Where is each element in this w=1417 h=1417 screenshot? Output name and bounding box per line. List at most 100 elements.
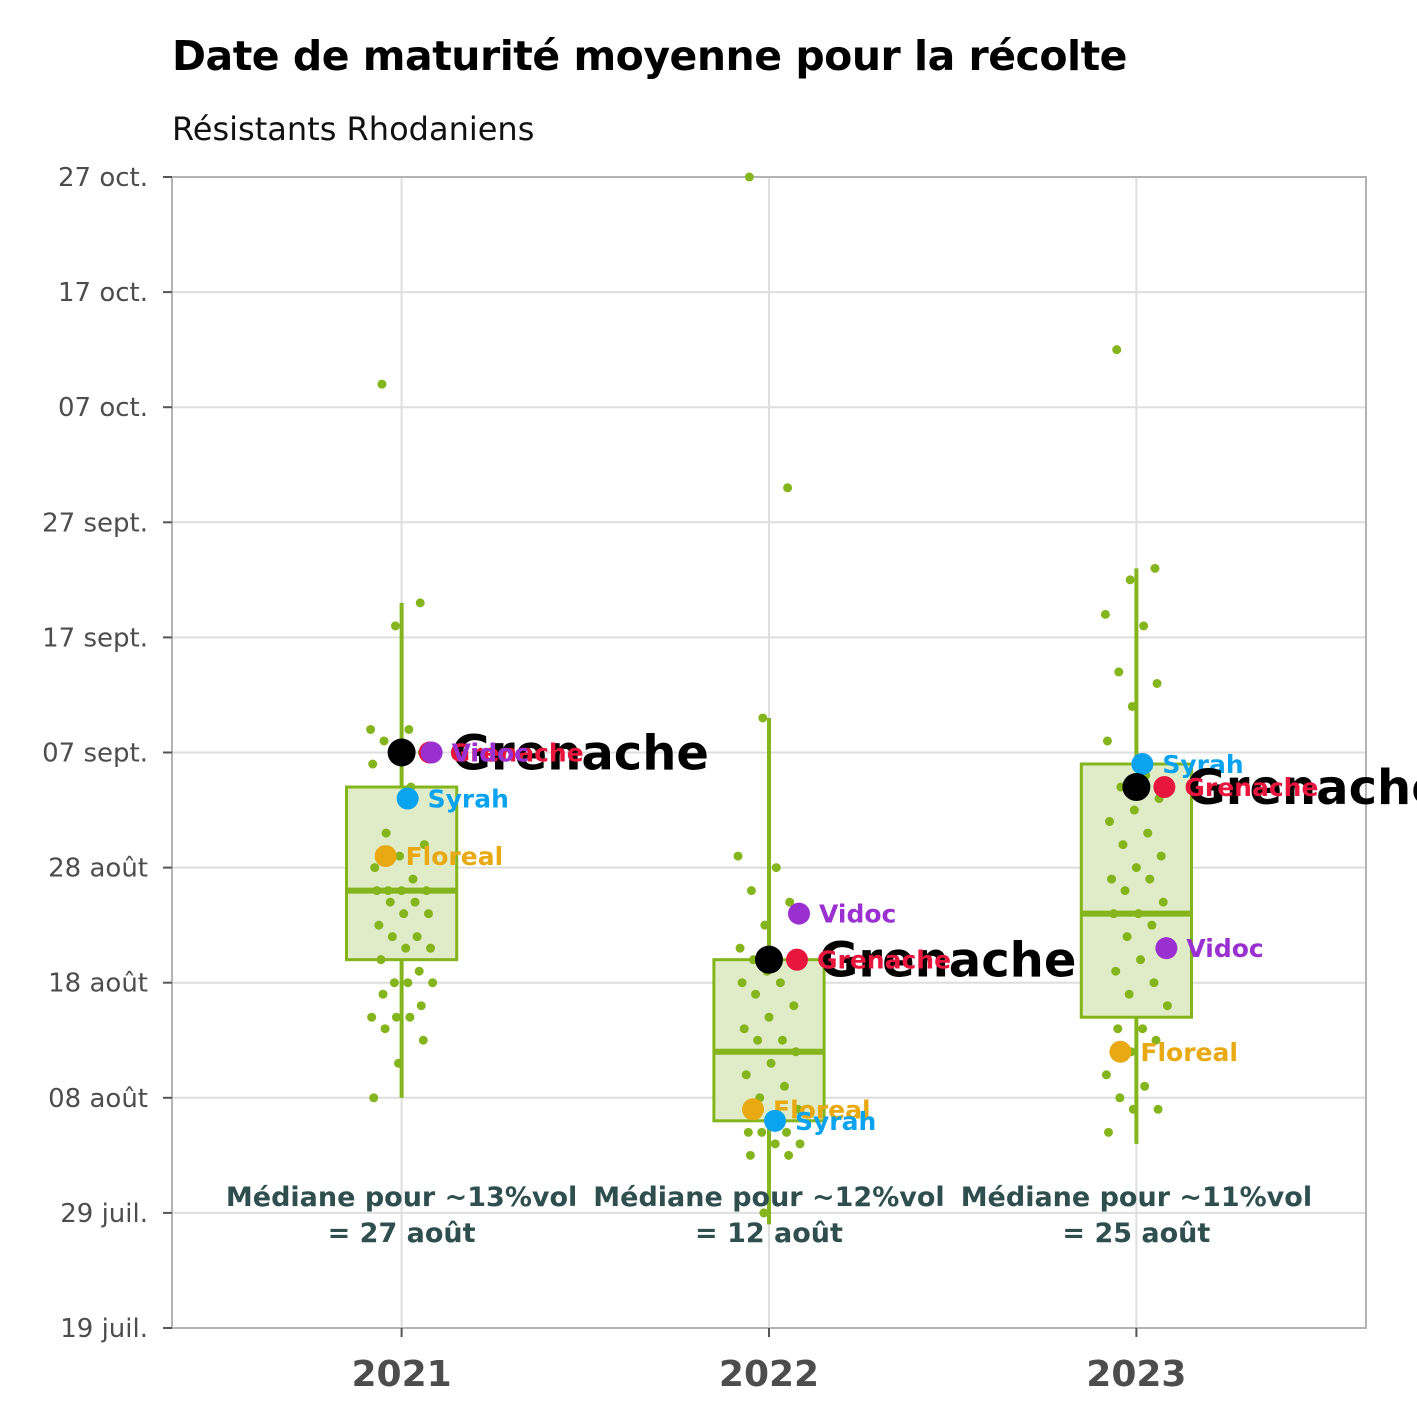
- data-point: [1127, 701, 1137, 711]
- data-point: [1150, 563, 1160, 573]
- variety-label-syrah: Syrah: [1162, 750, 1243, 779]
- data-point: [416, 1001, 426, 1011]
- data-point: [1118, 840, 1128, 850]
- grenache-highlight-point: [755, 945, 783, 974]
- data-point: [1122, 932, 1132, 942]
- grenache-highlight-label: Grenache: [819, 933, 1076, 989]
- data-point: [760, 920, 770, 930]
- variety-point-floreal: [742, 1098, 764, 1121]
- grenache-highlight-point: [387, 738, 416, 767]
- y-tick-label: 17 sept.: [42, 623, 148, 653]
- x-tick-label: 2023: [1086, 1354, 1186, 1395]
- data-point: [366, 724, 376, 734]
- data-point: [412, 932, 422, 942]
- data-point: [780, 1081, 789, 1091]
- data-point: [735, 943, 745, 953]
- data-point: [785, 897, 795, 907]
- data-point: [372, 886, 382, 896]
- data-point: [766, 1058, 776, 1068]
- data-point: [1139, 621, 1149, 631]
- data-point: [1145, 874, 1155, 884]
- data-point: [1111, 966, 1121, 976]
- data-point: [743, 1127, 753, 1137]
- grenache-highlight-label: Grenache: [452, 726, 709, 782]
- data-point: [1113, 1024, 1123, 1034]
- y-tick-label: 08 août: [48, 1084, 148, 1114]
- data-point: [745, 1150, 755, 1160]
- median-note-line2: = 25 août: [1062, 1218, 1210, 1249]
- data-point: [1115, 1093, 1125, 1103]
- data-point: [739, 1024, 749, 1034]
- data-point: [777, 1035, 787, 1045]
- data-point: [391, 1012, 401, 1022]
- data-point: [415, 598, 425, 608]
- y-tick-label: 17 oct.: [58, 278, 148, 308]
- data-point: [376, 955, 386, 965]
- data-point: [397, 886, 407, 896]
- data-point: [385, 897, 395, 907]
- data-point: [414, 966, 424, 976]
- data-point: [1131, 863, 1141, 873]
- y-tick-label: 07 sept.: [42, 739, 148, 769]
- data-point: [741, 1070, 751, 1080]
- data-point: [1125, 575, 1135, 585]
- data-point: [1138, 1024, 1148, 1034]
- data-point: [753, 1035, 763, 1045]
- data-point: [410, 897, 420, 907]
- data-point: [1102, 736, 1112, 746]
- data-point: [394, 1058, 404, 1068]
- data-point: [1149, 978, 1159, 988]
- median-annotations: Médiane pour ~13%vol = 27 août Médiane pou…: [226, 1182, 1312, 1249]
- grenache-highlight-point: [1122, 773, 1151, 802]
- data-point: [403, 978, 413, 988]
- data-point: [744, 172, 754, 182]
- median-note-line2: = 12 août: [695, 1218, 843, 1249]
- data-point: [795, 1139, 805, 1149]
- data-point: [1151, 1035, 1161, 1045]
- data-point: [775, 978, 785, 988]
- highlight-points: GrenacheGrenacheVidocSyrahFlorealVidocGr…: [374, 726, 1417, 1136]
- data-point: [1124, 989, 1134, 999]
- chart-subtitle: Résistants Rhodaniens: [172, 110, 535, 148]
- data-point: [1101, 1070, 1111, 1080]
- variety-label-vidoc: Vidoc: [452, 739, 529, 768]
- box-iqr: [1079, 762, 1193, 1019]
- data-point: [737, 978, 747, 988]
- data-point: [1105, 817, 1115, 827]
- jitter-points: [366, 172, 1172, 1218]
- data-point: [751, 989, 761, 999]
- data-point: [1162, 1001, 1172, 1011]
- grenache-highlight-label: Grenache: [1186, 760, 1417, 816]
- variety-point-vidoc: [420, 741, 443, 764]
- data-point: [1156, 851, 1166, 861]
- data-point: [758, 713, 768, 723]
- variety-label-floreal: Floreal: [1140, 1038, 1238, 1067]
- data-point: [405, 1012, 415, 1022]
- data-point: [395, 851, 405, 861]
- data-point: [1114, 667, 1124, 677]
- data-point: [1133, 909, 1143, 919]
- median-note-line1: Médiane pour ~11%vol: [961, 1182, 1312, 1213]
- data-point: [421, 886, 431, 896]
- data-point: [759, 1208, 769, 1218]
- variety-point-syrah: [396, 787, 419, 810]
- data-point: [1140, 1081, 1150, 1091]
- variety-label-floreal: Floreal: [773, 1095, 871, 1124]
- data-point: [1103, 1127, 1113, 1137]
- y-tick-label: 07 oct.: [58, 393, 148, 423]
- y-tick-label: 27 sept.: [42, 508, 148, 538]
- data-point: [428, 978, 438, 988]
- data-point: [1147, 920, 1157, 930]
- data-point: [423, 909, 433, 919]
- data-point: [418, 1035, 428, 1045]
- data-point: [387, 932, 397, 942]
- data-point: [1158, 897, 1168, 907]
- data-point: [1112, 345, 1122, 355]
- y-tick-label: 18 août: [48, 969, 148, 999]
- data-point: [764, 1012, 774, 1022]
- data-point: [399, 909, 409, 919]
- data-point: [1128, 1104, 1138, 1114]
- data-point: [1100, 609, 1110, 619]
- box-iqr: [712, 958, 826, 1123]
- median-note-line2: = 27 août: [328, 1218, 476, 1249]
